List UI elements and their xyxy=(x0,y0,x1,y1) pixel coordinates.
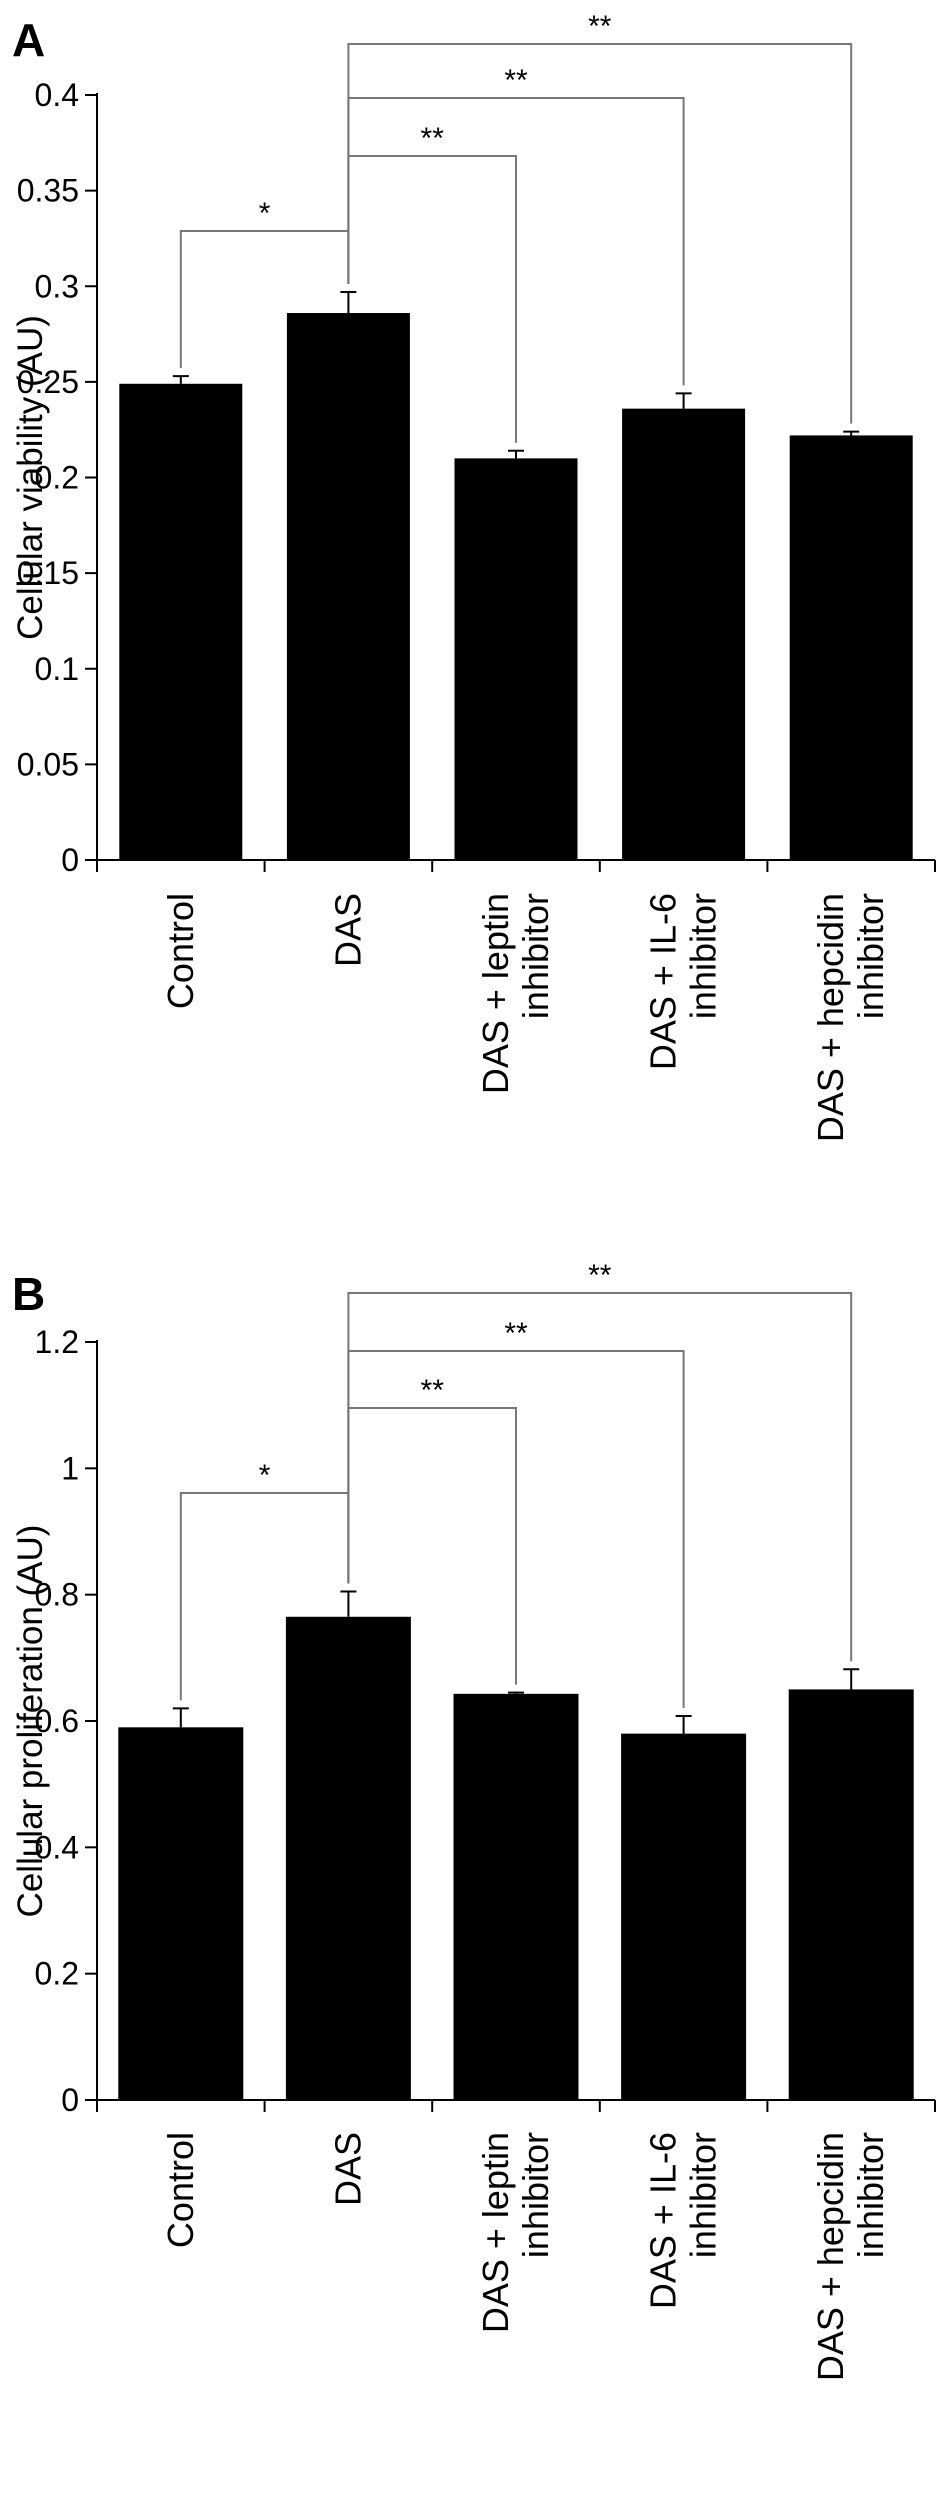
y-tick-label: 0.6 xyxy=(35,1703,79,1739)
bar xyxy=(453,1693,579,2100)
y-tick-label: 0.05 xyxy=(17,746,79,782)
bar xyxy=(789,435,913,860)
category-label: Control xyxy=(160,2132,201,2248)
significance-bracket xyxy=(347,43,853,424)
category-label-line: DAS + hepcidin xyxy=(810,893,851,1142)
y-tick-label: 0.15 xyxy=(17,555,79,591)
y-tick-label: 0.3 xyxy=(35,268,79,304)
bar xyxy=(118,1727,244,2100)
category-label: DAS + IL-6inhibitor xyxy=(643,2132,724,2309)
y-tick-label: 0.8 xyxy=(35,1577,79,1613)
category-label: Control xyxy=(160,893,201,1009)
y-tick-label: 0 xyxy=(61,2082,79,2118)
category-label-line: DAS + IL-6 xyxy=(643,2132,684,2309)
category-label-line: Control xyxy=(160,893,201,1009)
y-tick-label: 0.25 xyxy=(17,364,79,400)
category-label: DAS + IL-6inhibitor xyxy=(643,893,724,1070)
category-label: DAS xyxy=(327,2132,368,2206)
category-label-line: inhibitor xyxy=(515,893,556,1019)
category-label-line: DAS + leptin xyxy=(475,2132,516,2333)
significance-label: ** xyxy=(421,1374,445,1407)
bar xyxy=(454,458,578,860)
category-label: DAS xyxy=(327,893,368,967)
bar xyxy=(286,313,410,860)
y-tick-label: 1 xyxy=(61,1450,79,1486)
bar xyxy=(285,1616,411,2100)
category-label: DAS + leptininhibitor xyxy=(475,893,556,1094)
category-label-line: inhibitor xyxy=(683,2132,724,2258)
panel-b-chart: 0 0.2 0.4 0.6 0.8 1 1.2 Cellular proliferation … xyxy=(11,1259,936,2381)
category-label-line: inhibitor xyxy=(683,893,724,1019)
panel-a-chart: 0 0.05 0.1 0.15 0.2 0.25 0.3 0.35 0.4 Cellular vi… xyxy=(11,10,936,1142)
significance-bracket xyxy=(347,1292,853,1662)
category-label-line: DAS + hepcidin xyxy=(810,2132,851,2381)
panel-a-letter: A xyxy=(12,14,45,66)
bar xyxy=(621,1733,747,2100)
category-label-line: inhibitor xyxy=(850,893,891,1019)
category-label: DAS + leptininhibitor xyxy=(475,2132,556,2333)
y-tick-label: 0.4 xyxy=(35,77,79,113)
category-label: DAS + hepcidininhibitor xyxy=(810,2132,891,2381)
y-tick-label: 0.1 xyxy=(35,651,79,687)
bar xyxy=(119,383,243,860)
category-label-line: DAS + IL-6 xyxy=(643,893,684,1070)
category-label-line: DAS xyxy=(327,893,368,967)
significance-label: ** xyxy=(504,1317,528,1350)
significance-label: ** xyxy=(421,122,445,155)
y-tick-label: 0.2 xyxy=(35,460,79,496)
y-axis-label: Cellular proliferation (AU) xyxy=(11,1525,50,1918)
y-tick-label: 1.2 xyxy=(35,1324,79,1360)
significance-label: ** xyxy=(588,10,612,43)
category-label-line: Control xyxy=(160,2132,201,2248)
bar xyxy=(788,1689,914,2100)
significance-label: ** xyxy=(588,1259,612,1292)
y-tick-label: 0.35 xyxy=(17,173,79,209)
y-tick-label: 0.2 xyxy=(35,1956,79,1992)
category-label-line: DAS + leptin xyxy=(475,893,516,1094)
significance-label: * xyxy=(259,1459,271,1492)
significance-label: ** xyxy=(504,64,528,97)
significance-label: * xyxy=(259,197,271,230)
y-tick-label: 0 xyxy=(61,842,79,878)
y-tick-label: 0.4 xyxy=(35,1829,79,1865)
category-label-line: inhibitor xyxy=(515,2132,556,2258)
y-axis-label: Cellular viability (AU) xyxy=(11,315,50,640)
panel-b-letter: B xyxy=(12,1268,45,1320)
bar xyxy=(622,408,746,860)
category-label-line: inhibitor xyxy=(850,2132,891,2258)
category-label: DAS + hepcidininhibitor xyxy=(810,893,891,1142)
category-label-line: DAS xyxy=(327,2132,368,2206)
